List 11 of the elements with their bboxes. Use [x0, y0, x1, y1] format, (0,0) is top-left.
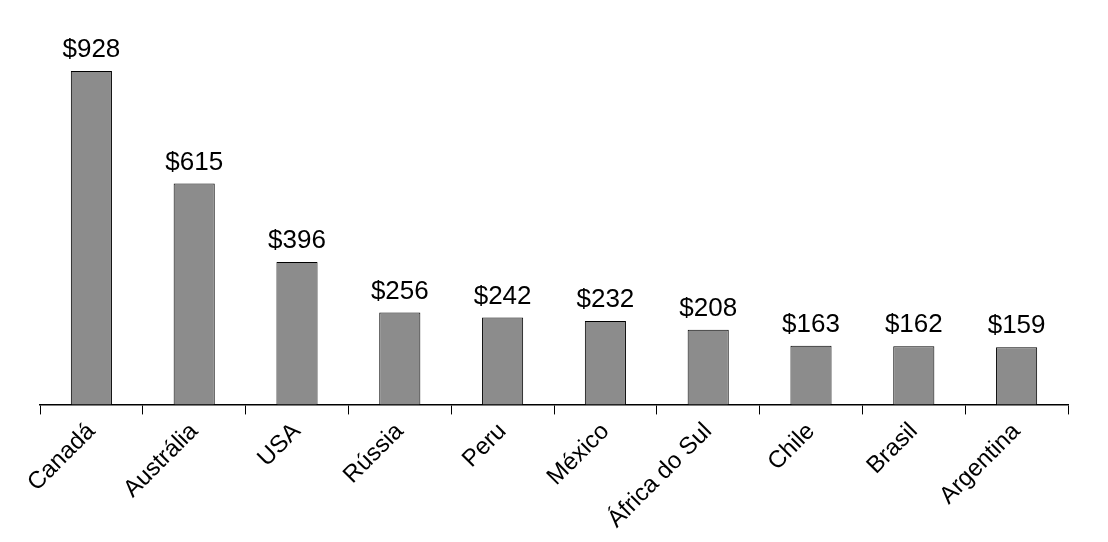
data-label: $208 — [679, 291, 738, 322]
data-label: $928 — [62, 33, 121, 64]
data-label: $396 — [268, 224, 326, 255]
data-label: $242 — [473, 279, 532, 310]
x-tick-label: USA — [251, 416, 306, 471]
data-label: $163 — [782, 308, 840, 339]
data-label: $159 — [987, 309, 1046, 340]
data-label: $162 — [884, 308, 943, 339]
data-label: $615 — [165, 145, 224, 176]
data-label: $256 — [370, 274, 429, 305]
data-label: $232 — [576, 283, 635, 314]
